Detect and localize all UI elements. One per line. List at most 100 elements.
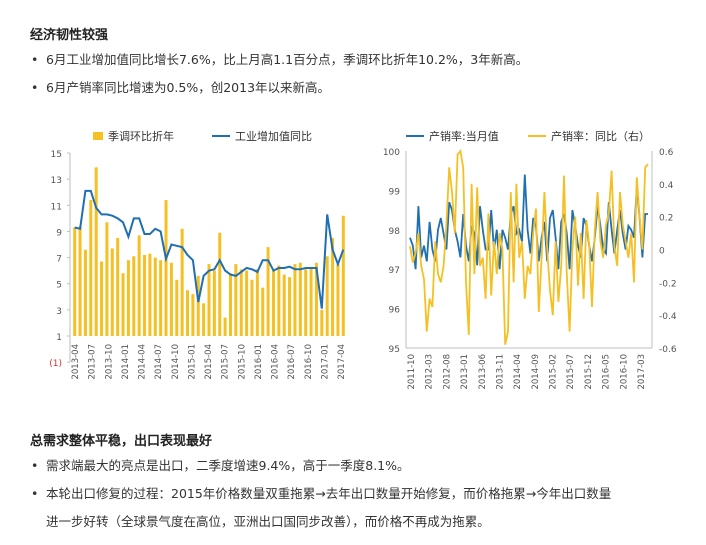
left-tick-label: 96 [389,306,401,316]
right-tick-label: -0.4 [659,312,677,322]
x-tick-label: 2015-02 [549,354,559,390]
bullet-text: 6月工业增加值同比增长7.6%，比上月高1.1百分点，季调环比折年10.2%，3… [46,52,529,67]
bar-mark [223,317,227,336]
bar-mark [89,200,93,336]
x-tick-label: 2017-01 [320,344,330,380]
x-tick-label: 2014-04 [513,354,523,390]
chart2-right-ticks: 0.6 0.4 0.2 0 -0.2 -0.4 -0.6 [659,148,677,355]
bar-mark [73,227,77,336]
left-tick-label: 99 [389,187,401,197]
legend-label-yellow: 产销率：同比（右） [551,129,650,143]
bar-mark [261,287,265,336]
right-tick-label: -0.2 [659,279,677,289]
bar-mark [304,269,308,336]
bar-mark [271,270,275,336]
x-tick-label: 2013-04 [71,344,81,380]
bar-mark [126,260,130,336]
section-2-bullet-1: • 需求端最大的亮点是出口，二季度增速9.4%，高于一季度8.1%。 [31,457,410,475]
x-tick-label: 2015-04 [204,344,214,380]
x-tick-label: 2013-10 [104,344,114,380]
section-1-bullet-1: • 6月工业增加值同比增长7.6%，比上月高1.1百分点，季调环比折年10.2%… [31,51,529,69]
bar-mark [105,222,109,336]
right-tick-label: 0.2 [659,214,673,224]
right-tick-label: -0.6 [659,345,677,355]
y-tick-label: (1) [49,359,62,369]
bar-mark [153,257,157,336]
x-tick-label: 2014-07 [154,344,164,380]
chart1-legend: 季调环比折年 工业增加值同比 [93,129,312,143]
left-tick-label: 97 [389,266,400,276]
x-tick-label: 2015-12 [584,354,594,390]
bullet-text: 需求端最大的亮点是出口，二季度增速9.4%，高于一季度8.1%。 [46,458,410,473]
bar-mark [196,275,200,336]
chart1-bars [73,167,345,336]
bar-mark [78,226,82,336]
x-tick-label: 2015-01 [187,344,197,380]
legend-label-bar: 季调环比折年 [108,129,174,143]
bar-mark [159,260,163,336]
y-tick-label: 3 [56,307,62,317]
y-tick-label: 5 [56,281,62,291]
bar-mark [234,264,238,336]
chart2-legend: 产销率:当月值 产销率：同比（右） [406,129,650,143]
bar-mark [143,254,147,336]
bar-mark [207,264,211,336]
x-tick-label: 2013-01 [460,354,470,390]
section-2-title: 总需求整体平稳，出口表现最好 [30,434,213,449]
x-tick-label: 2013-07 [88,344,98,380]
bar-mark [169,262,173,336]
bar-mark [94,167,98,336]
chart2-left-ticks: 100 99 98 97 96 95 [383,148,400,355]
bar-mark [191,294,195,336]
legend-label-line: 工业增加值同比 [235,129,312,143]
bar-mark [277,265,281,336]
right-tick-label: 0.6 [659,148,674,158]
bar-mark [314,262,318,336]
bar-mark [250,279,254,336]
bullet-text: 本轮出口修复的过程：2015年价格数量双重拖累→去年出口数量开始修复，而价格拖累… [46,486,612,501]
x-tick-label: 2016-10 [304,344,314,380]
right-tick-label: 0 [659,247,665,257]
left-tick-label: 98 [389,227,401,237]
bar-mark [137,235,141,336]
bar-mark [266,247,270,336]
x-tick-label: 2016-07 [287,344,297,380]
bar-mark [298,262,302,336]
section-1-title: 经济韧性较强 [30,28,109,43]
bullet-text: 6月产销率同比增速为0.5%，创2013年以来新高。 [46,80,331,95]
x-tick-label: 2015-10 [237,344,247,380]
bullet-dot: • [31,52,39,67]
bar-mark [309,268,313,336]
bullet-text: 进一步好转（全球景气度在高位，亚洲出口国同步改善），而价格不再成为拖累。 [46,514,490,529]
y-tick-label: 7 [56,255,62,265]
y-tick-label: 13 [51,176,62,186]
section-2-bullet-2-continued: 进一步好转（全球景气度在高位，亚洲出口国同步改善），而价格不再成为拖累。 [46,513,490,531]
x-tick-label: 2012-08 [442,354,452,390]
bar-mark [175,279,179,336]
x-tick-label: 2015-07 [221,344,231,380]
bar-mark [132,256,136,336]
bar-mark [121,273,125,336]
bar-mark [255,269,259,336]
bar-mark [186,290,190,336]
bar-mark [116,237,120,336]
bar-mark [180,228,184,336]
bar-mark [293,264,297,336]
bar-mark [83,249,87,336]
x-tick-label: 2014-04 [138,344,148,380]
y-tick-label: 1 [56,333,62,343]
chart2-x-ticks: 2011-10 2012-03 2012-08 2013-01 2013-06 2013-… [407,354,647,390]
x-tick-label: 2017-03 [637,354,647,390]
bar-mark [148,253,152,336]
line-series-sales-ratio-yoy [409,148,649,345]
y-tick-label: 15 [51,150,62,160]
section-2-bullet-2: • 本轮出口修复的过程：2015年价格数量双重拖累→去年出口数量开始修复，而价格… [31,485,612,503]
x-tick-label: 2012-03 [425,354,435,390]
x-tick-label: 2013-11 [495,354,505,390]
bar-mark [218,232,222,336]
right-tick-label: 0.4 [659,181,674,191]
bar-mark [320,309,324,336]
bar-mark [336,264,340,336]
